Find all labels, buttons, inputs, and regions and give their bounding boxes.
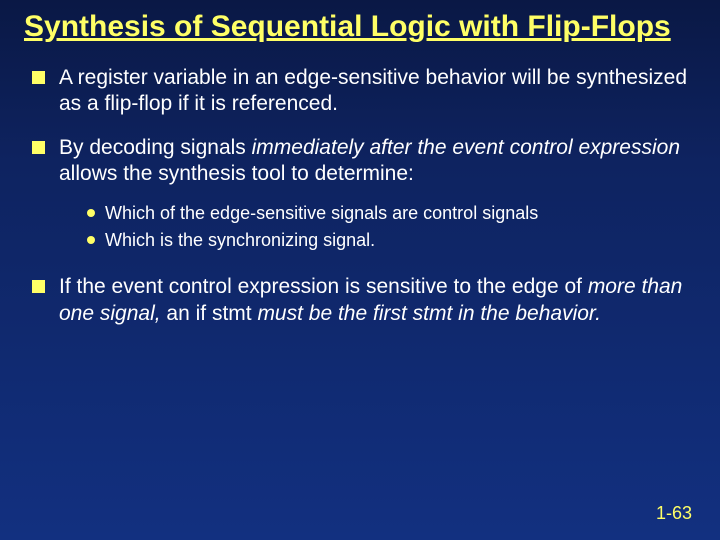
page-number: 1-63 (656, 503, 692, 524)
bullet-text: A register variable in an edge-sensitive… (59, 65, 696, 118)
dot-bullet-icon (87, 236, 95, 244)
sub-text: Which is the synchronizing signal. (105, 229, 375, 252)
square-bullet-icon (32, 71, 45, 84)
bullet-content: By decoding signals immediately after th… (59, 135, 696, 256)
sub-item: Which of the edge-sensitive signals are … (87, 202, 696, 225)
sub-item: Which is the synchronizing signal. (87, 229, 696, 252)
bullet-text: By decoding signals immediately after th… (59, 135, 696, 188)
bullet-item: If the event control expression is sensi… (32, 274, 696, 327)
slide-title: Synthesis of Sequential Logic with Flip-… (24, 10, 696, 45)
slide: Synthesis of Sequential Logic with Flip-… (0, 0, 720, 540)
sub-list: Which of the edge-sensitive signals are … (87, 202, 696, 253)
dot-bullet-icon (87, 209, 95, 217)
bullet-item: By decoding signals immediately after th… (32, 135, 696, 256)
bullet-list: A register variable in an edge-sensitive… (32, 65, 696, 327)
bullet-item: A register variable in an edge-sensitive… (32, 65, 696, 118)
square-bullet-icon (32, 141, 45, 154)
square-bullet-icon (32, 280, 45, 293)
sub-text: Which of the edge-sensitive signals are … (105, 202, 538, 225)
bullet-text: If the event control expression is sensi… (59, 274, 696, 327)
